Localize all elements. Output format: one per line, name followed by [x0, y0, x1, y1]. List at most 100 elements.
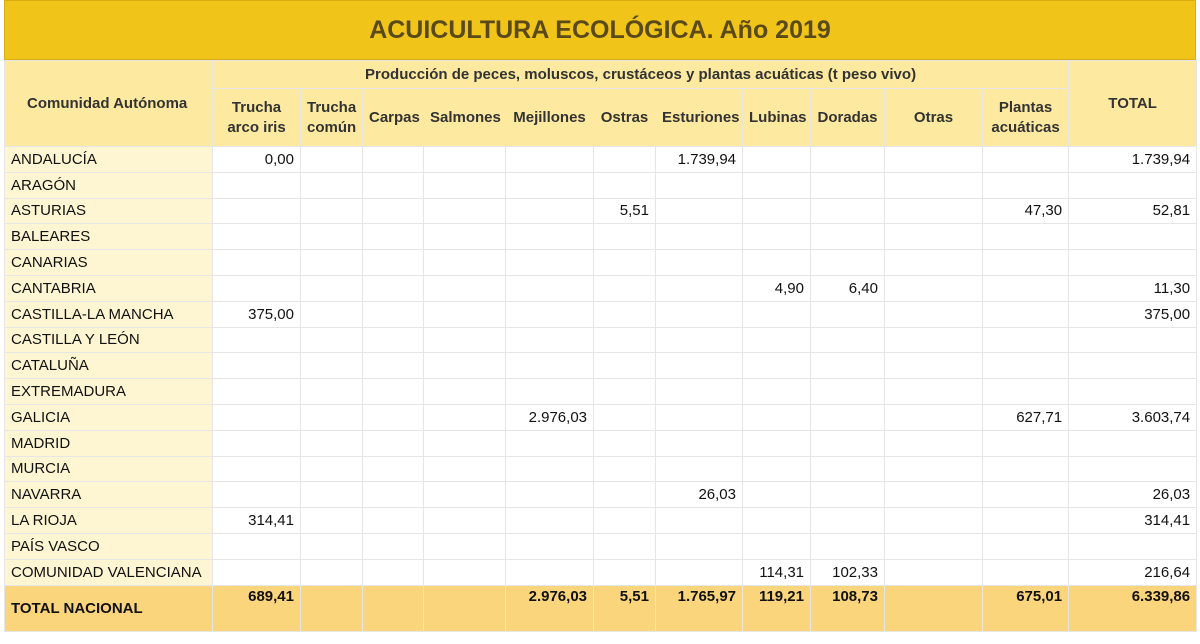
- region-cell: NAVARRA: [4, 481, 213, 509]
- value-cell: [655, 429, 743, 457]
- value-cell: [655, 352, 743, 380]
- value-cell: [505, 223, 594, 251]
- region-cell: PAÍS VASCO: [4, 532, 213, 560]
- value-cell: [742, 481, 811, 509]
- region-cell: ASTURIAS: [4, 197, 213, 225]
- value-cell: [742, 455, 811, 483]
- value-cell: [981, 274, 1070, 302]
- region-cell: EXTREMADURA: [4, 378, 213, 405]
- value-cell: [593, 455, 656, 483]
- value-cell: [884, 223, 983, 251]
- value-cell: [655, 249, 743, 276]
- value-cell: [593, 378, 656, 405]
- value-cell: [423, 249, 506, 276]
- table-row: GALICIA 2.976,03 627,71 3.603,74: [4, 403, 1198, 431]
- value-cell: [505, 249, 594, 276]
- value-cell: [362, 507, 424, 534]
- value-cell: [505, 455, 594, 483]
- value-cell: [742, 429, 811, 457]
- value-cell: [655, 171, 743, 199]
- value-cell: [300, 558, 363, 586]
- value-cell: [981, 481, 1070, 509]
- value-cell: [884, 146, 983, 173]
- value-cell: [810, 171, 885, 199]
- region-cell: CATALUÑA: [4, 352, 213, 380]
- table-row: ANDALUCÍA 0,00 1.739,94 1.739,94: [4, 146, 1198, 173]
- value-cell: [505, 300, 594, 328]
- value-cell: [810, 249, 885, 276]
- value-cell: [884, 326, 983, 354]
- value-cell: [300, 532, 363, 560]
- value-cell: 375,00: [212, 300, 301, 328]
- value-cell: 26,03: [655, 481, 743, 509]
- value-cell: 689,41: [212, 584, 301, 632]
- value-cell: [810, 378, 885, 405]
- value-cell: [593, 223, 656, 251]
- row-total-cell: [1068, 455, 1198, 483]
- value-cell: [884, 378, 983, 405]
- value-cell: [593, 481, 656, 509]
- table-row: CASTILLA Y LEÓN: [4, 326, 1198, 354]
- table-row: ARAGÓN: [4, 171, 1198, 199]
- value-cell: [423, 378, 506, 405]
- row-total-cell: [1068, 352, 1198, 380]
- value-cell: [423, 584, 506, 632]
- value-cell: [212, 352, 301, 380]
- value-cell: [300, 429, 363, 457]
- row-total-cell: 6.339,86: [1068, 584, 1198, 632]
- value-cell: [593, 171, 656, 199]
- value-cell: [300, 481, 363, 509]
- value-cell: [884, 532, 983, 560]
- table-row: EXTREMADURA: [4, 378, 1198, 405]
- table-row: COMUNIDAD VALENCIANA 114,31 102,33 216,64: [4, 558, 1198, 586]
- value-cell: 6,40: [810, 274, 885, 302]
- row-total-cell: 52,81: [1068, 197, 1198, 225]
- value-cell: [593, 558, 656, 586]
- value-cell: [884, 274, 983, 302]
- column-header: Salmones: [423, 88, 506, 147]
- value-cell: [810, 326, 885, 354]
- value-cell: [300, 171, 363, 199]
- value-cell: [423, 455, 506, 483]
- value-cell: [981, 300, 1070, 328]
- value-cell: [505, 326, 594, 354]
- row-total-cell: 26,03: [1068, 481, 1198, 509]
- row-total-cell: 11,30: [1068, 274, 1198, 302]
- value-cell: [742, 532, 811, 560]
- total-column-header: TOTAL: [1068, 60, 1198, 147]
- value-cell: [981, 429, 1070, 457]
- value-cell: [300, 249, 363, 276]
- value-cell: [362, 584, 424, 632]
- value-cell: 114,31: [742, 558, 811, 586]
- value-cell: [300, 455, 363, 483]
- region-cell: CASTILLA Y LEÓN: [4, 326, 213, 354]
- value-cell: [655, 378, 743, 405]
- value-cell: [981, 532, 1070, 560]
- value-cell: 5,51: [593, 584, 656, 632]
- value-cell: [362, 171, 424, 199]
- value-cell: [423, 274, 506, 302]
- value-cell: [593, 403, 656, 431]
- value-cell: [423, 300, 506, 328]
- value-cell: 119,21: [742, 584, 811, 632]
- table-row: NAVARRA 26,03 26,03: [4, 481, 1198, 509]
- value-cell: [300, 507, 363, 534]
- value-cell: [505, 378, 594, 405]
- value-cell: [505, 507, 594, 534]
- value-cell: [884, 352, 983, 380]
- value-cell: [981, 378, 1070, 405]
- region-cell: CANARIAS: [4, 249, 213, 276]
- value-cell: [981, 558, 1070, 586]
- value-cell: [362, 352, 424, 380]
- value-cell: [884, 455, 983, 483]
- value-cell: [655, 507, 743, 534]
- value-cell: [742, 146, 811, 173]
- region-cell: ARAGÓN: [4, 171, 213, 199]
- value-cell: [505, 352, 594, 380]
- value-cell: [981, 507, 1070, 534]
- row-total-cell: [1068, 249, 1198, 276]
- value-cell: [423, 171, 506, 199]
- table-row: CANARIAS: [4, 249, 1198, 276]
- value-cell: [810, 429, 885, 457]
- value-cell: [505, 558, 594, 586]
